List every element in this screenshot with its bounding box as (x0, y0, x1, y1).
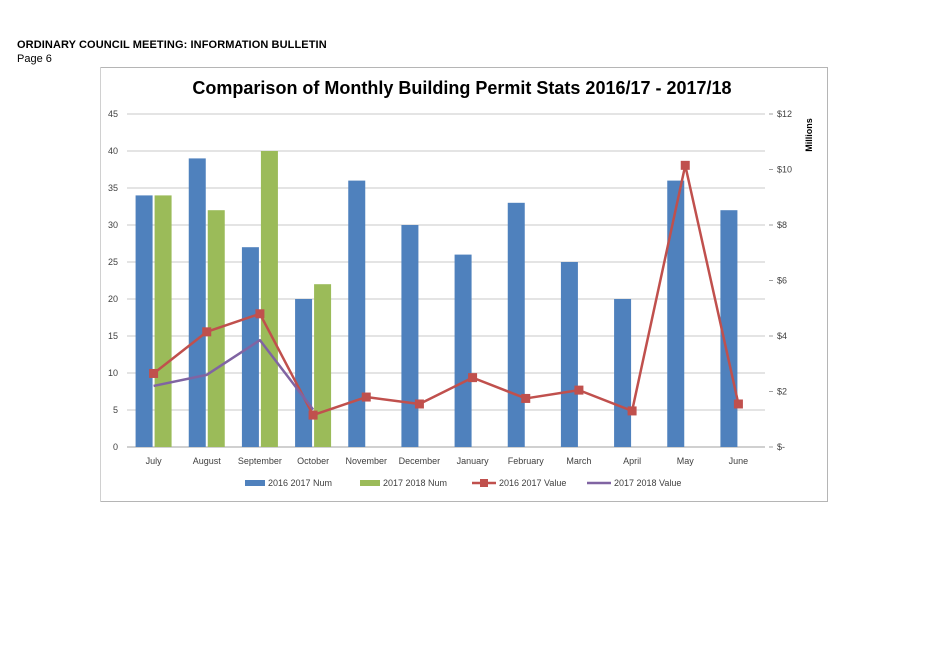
legend-label: 2016 2017 Num (268, 478, 332, 488)
x-tick-label: February (508, 456, 545, 466)
line-point (149, 368, 159, 378)
y-right-tick-label: $12 (777, 109, 792, 119)
bulletin-header: ORDINARY COUNCIL MEETING: INFORMATION BU… (17, 39, 327, 51)
lines (149, 160, 743, 420)
bar (401, 225, 419, 447)
bar (667, 180, 685, 447)
y-right-tick-label: $8 (777, 220, 787, 230)
line-point (308, 410, 318, 420)
bar (188, 158, 206, 447)
y-left-tick-label: 20 (108, 294, 118, 304)
x-tick-label: September (238, 456, 282, 466)
legend: 2016 2017 Num 2017 2018 Num 2016 2017 Valu… (245, 478, 681, 488)
bar (614, 299, 632, 447)
x-tick-label: January (457, 456, 490, 466)
y-left-tick-label: 10 (108, 368, 118, 378)
chart-title: Comparison of Monthly Building Permit St… (192, 78, 731, 98)
y-left-tick-label: 5 (113, 405, 118, 415)
line-point (361, 392, 371, 402)
y-left-tick-label: 15 (108, 331, 118, 341)
line-point (202, 327, 212, 337)
y-right-tick-label: $2 (777, 387, 787, 397)
series-line (152, 164, 740, 417)
y-left-tick-label: 30 (108, 220, 118, 230)
line-point (680, 160, 690, 170)
x-tick-label: November (345, 456, 387, 466)
chart-frame-right-edge (827, 67, 828, 502)
x-tick-label: May (677, 456, 695, 466)
y-right-tick-label: $4 (777, 331, 787, 341)
y-left-tick-label: 45 (108, 109, 118, 119)
line-point (627, 406, 637, 416)
bar (560, 262, 578, 447)
bar (135, 195, 153, 447)
right-axis-label: Millions (804, 118, 814, 152)
page-number: Page 6 (17, 53, 52, 65)
y-left-tick-label: 0 (113, 442, 118, 452)
bar (314, 284, 332, 447)
x-tick-label: April (623, 456, 641, 466)
chart-frame (100, 67, 828, 502)
y-left-tick-label: 25 (108, 257, 118, 267)
legend-swatch (245, 480, 265, 486)
bar (295, 299, 313, 447)
chart-frame-left-edge (100, 67, 101, 502)
x-tick-label: October (297, 456, 329, 466)
line-point (414, 399, 424, 409)
bar (720, 210, 738, 447)
line-point (521, 393, 531, 403)
bar (507, 202, 525, 447)
legend-swatch (360, 480, 380, 486)
x-tick-label: March (566, 456, 591, 466)
legend-marker (480, 479, 488, 487)
gridlines (127, 113, 765, 448)
legend-label: 2017 2018 Value (614, 478, 681, 488)
x-tick-label: August (193, 456, 222, 466)
y-right-tick-label: $- (777, 442, 785, 452)
x-tick-label: December (399, 456, 441, 466)
bar (260, 151, 278, 447)
axes: 0 5 10 15 20 25 30 35 40 45 $- $2 $4 $6 $8 $10 $12 July Au… (108, 109, 792, 466)
legend-label: 2017 2018 Num (383, 478, 447, 488)
line-point (255, 309, 265, 319)
line-point (468, 373, 478, 383)
y-right-tick-label: $6 (777, 276, 787, 286)
x-tick-label: July (146, 456, 163, 466)
x-tick-label: June (729, 456, 749, 466)
series-line (153, 338, 315, 411)
legend-label: 2016 2017 Value (499, 478, 566, 488)
y-left-tick-label: 35 (108, 183, 118, 193)
line-point (574, 385, 584, 395)
bar (348, 180, 366, 447)
bar (454, 254, 472, 447)
y-left-tick-label: 40 (108, 146, 118, 156)
y-right-tick-label: $10 (777, 165, 792, 175)
bars (135, 151, 738, 447)
line-point (733, 399, 743, 409)
bar (154, 195, 172, 447)
